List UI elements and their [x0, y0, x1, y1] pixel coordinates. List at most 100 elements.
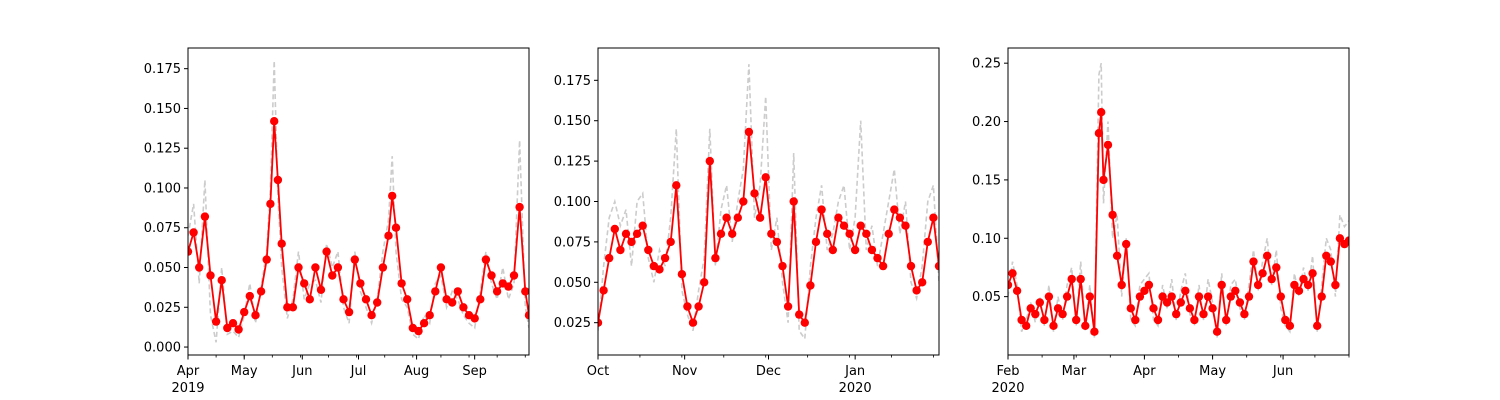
data-point — [1203, 292, 1213, 301]
data-point — [666, 237, 675, 247]
data-point — [1090, 327, 1099, 336]
data-point — [1153, 315, 1163, 325]
data-point — [1126, 304, 1136, 313]
data-point — [783, 302, 793, 311]
data-point — [884, 229, 893, 238]
data-point — [1331, 280, 1340, 290]
data-point — [878, 261, 888, 271]
data-point — [722, 213, 731, 222]
data-point — [1176, 298, 1186, 307]
plot-area — [188, 60, 529, 343]
data-point — [767, 229, 776, 238]
data-point — [1303, 280, 1313, 290]
data-point — [356, 279, 365, 288]
data-point — [1108, 210, 1117, 220]
data-point — [918, 278, 927, 287]
data-point — [755, 213, 765, 222]
series-line-grey-dashed — [1008, 63, 1349, 338]
y-tick-label: 0.25 — [972, 57, 1001, 72]
data-point — [217, 276, 226, 285]
y-tick-label: 0.175 — [554, 74, 591, 89]
x-tick-label: Apr — [1133, 364, 1156, 379]
data-point — [1167, 292, 1176, 301]
data-point — [621, 229, 631, 238]
data-point — [328, 271, 337, 280]
data-point — [195, 263, 204, 272]
data-point — [270, 117, 279, 126]
data-point — [288, 303, 298, 312]
data-point — [1212, 327, 1222, 336]
data-point — [425, 311, 434, 320]
data-point — [188, 247, 193, 256]
data-point — [929, 213, 938, 222]
data-point — [638, 221, 647, 230]
data-point — [367, 311, 376, 320]
data-point — [1308, 269, 1317, 278]
data-point — [350, 255, 359, 264]
data-point — [890, 205, 899, 214]
x-tick-label: Mar — [1062, 364, 1087, 379]
data-point — [344, 307, 354, 317]
data-point — [733, 213, 742, 222]
data-point — [234, 325, 243, 334]
data-point — [817, 205, 826, 214]
data-point — [688, 318, 698, 327]
data-point — [459, 303, 468, 312]
data-point — [906, 261, 916, 271]
data-point — [273, 175, 283, 185]
data-point — [895, 213, 905, 222]
data-point — [453, 287, 462, 296]
data-point — [1313, 321, 1322, 330]
y-tick-label: 0.20 — [972, 115, 1001, 130]
data-point — [728, 229, 737, 238]
data-point — [311, 263, 320, 272]
data-point — [599, 286, 608, 295]
data-point — [1226, 292, 1236, 301]
data-point — [1240, 309, 1249, 319]
x-tick-label: Sep — [462, 364, 487, 379]
data-point — [1131, 315, 1140, 325]
data-point — [744, 127, 754, 137]
data-point — [397, 279, 406, 288]
y-tick-label: 0.175 — [144, 62, 181, 77]
data-point — [316, 285, 326, 294]
data-point — [1263, 251, 1272, 260]
data-point — [610, 224, 619, 234]
data-point — [672, 181, 681, 190]
series-line-grey-dashed — [598, 64, 939, 342]
data-point — [1190, 315, 1199, 325]
data-point — [705, 156, 714, 166]
data-point — [1031, 309, 1040, 319]
chart-3: 0.05 0.10 0.15 0.20 0.25 Feb 2020 Mar Apr May Jun — [972, 47, 1350, 396]
y-tick-label: 0.075 — [554, 235, 591, 250]
data-point — [1103, 140, 1113, 150]
data-point — [834, 213, 843, 222]
data-point — [492, 287, 502, 296]
data-point — [598, 318, 603, 327]
data-point — [1035, 298, 1045, 307]
data-point — [1112, 251, 1122, 260]
data-point — [1258, 269, 1267, 278]
data-point — [677, 270, 687, 279]
y-tick-label: 0.100 — [144, 181, 181, 196]
data-point — [862, 229, 871, 238]
data-point — [1094, 129, 1104, 138]
data-point — [1281, 315, 1290, 325]
data-point — [1072, 315, 1081, 325]
data-point — [1026, 304, 1035, 313]
y-tick-label: 0.050 — [144, 261, 181, 276]
data-point — [1290, 280, 1299, 290]
data-point — [515, 202, 524, 212]
x-tick-label: Oct — [587, 364, 609, 379]
data-point — [1085, 292, 1095, 301]
data-point — [1335, 234, 1345, 243]
x-tick-label: Jan — [844, 364, 865, 379]
data-point — [700, 278, 709, 287]
data-point — [806, 281, 815, 290]
x-tick-label: Aug — [404, 364, 429, 379]
data-point — [1326, 257, 1336, 266]
data-point — [1135, 292, 1145, 301]
data-point — [750, 189, 759, 198]
plot-area — [598, 64, 939, 342]
data-point — [683, 302, 692, 311]
